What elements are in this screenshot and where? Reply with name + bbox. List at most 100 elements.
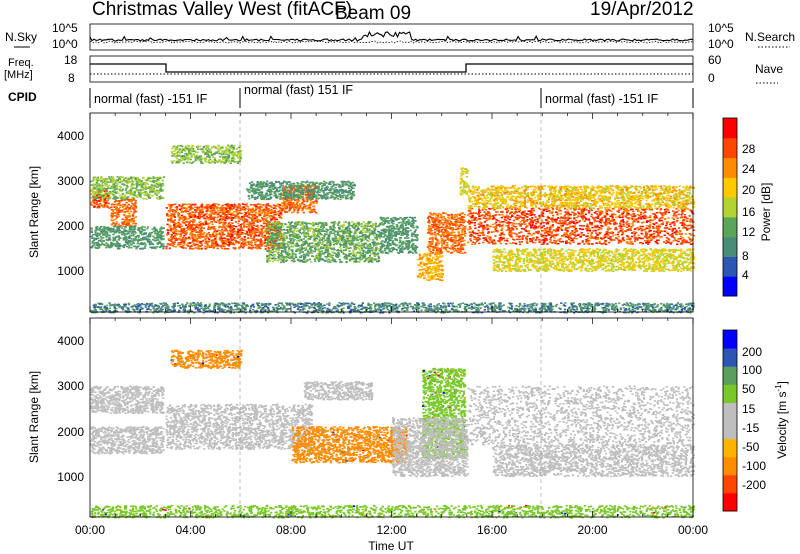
power-cell-3 [108,176,110,178]
power-cell-4 [177,244,179,246]
power-cell-8 [357,242,359,244]
power-cell-4 [222,245,224,247]
power-cell-8 [339,247,341,249]
power-cell-3 [119,182,121,184]
power-cell-4 [208,204,210,206]
power-cell-2 [128,229,130,231]
power-cell-4 [218,227,220,229]
power-cell-7 [282,188,284,190]
power-cell-7 [350,182,352,184]
power-cell-4 [208,206,210,208]
power-cell-2 [115,246,117,248]
power-cell-4 [167,218,169,220]
power-cell-4 [193,221,195,223]
power-cell-7 [282,182,284,184]
power-cell-4 [166,213,168,215]
power-cell-3 [149,187,151,189]
power-cell-4 [259,241,261,243]
power-cell-3 [140,194,142,196]
power-cell-4 [255,207,257,209]
power-cell-7 [293,183,295,185]
power-cell-4 [224,219,226,221]
power-cell-7 [329,191,331,193]
power-cell-4 [173,243,175,245]
power-cell-6 [187,159,189,161]
power-cell-8 [359,252,361,254]
power-cell-2 [148,239,150,241]
power-cell-4 [257,239,259,241]
power-cell-4 [190,248,192,250]
power-cell-5 [289,208,291,210]
power-cell-2 [96,235,98,237]
power-cell-7 [271,182,273,184]
power-cell-2 [119,238,121,240]
power-cell-4 [199,226,201,228]
power-cell-7 [303,190,305,192]
power-cell-1 [118,200,120,202]
power-cell-2 [96,247,98,249]
power-cell-6 [171,148,173,150]
power-cell-3 [154,180,156,182]
power-cell-4 [190,220,192,222]
power-cell-4 [182,247,184,249]
power-cell-4 [178,219,180,221]
power-cell-4 [250,238,252,240]
power-cell-6 [172,146,174,148]
power-cell-2 [92,234,94,236]
power-cell-4 [233,247,235,249]
power-cell-7 [345,192,347,194]
power-cell-4 [183,228,185,230]
power-cell-4 [208,214,210,216]
power-cell-4 [199,211,201,213]
power-cell-6 [187,148,189,150]
power-cell-3 [146,193,148,195]
power-cell-4 [249,247,251,249]
power-cell-4 [228,212,230,214]
power-cell-4 [174,204,176,206]
power-cell-0 [107,200,109,202]
power-cell-2 [149,236,151,238]
power-cell-1 [128,219,130,221]
power-cell-2 [113,244,115,246]
power-cell-7 [254,188,256,190]
power-cell-7 [321,198,323,200]
power-cell-5 [313,186,315,188]
power-cell-6 [181,146,183,148]
power-cell-4 [170,240,172,242]
power-cell-3 [138,189,140,191]
power-cell-4 [243,244,245,246]
power-cell-6 [186,157,188,159]
power-cell-7 [337,198,339,200]
power-cell-4 [259,221,261,223]
power-cell-2 [124,238,126,240]
power-cell-7 [341,181,343,183]
power-cell-2 [141,229,143,231]
power-cell-4 [227,248,229,250]
power-cell-7 [279,187,281,189]
power-cell-4 [214,238,216,240]
power-cell-3 [101,187,103,189]
power-cell-4 [232,242,234,244]
power-cell-1 [125,224,127,226]
power-cell-7 [327,186,329,188]
power-cell-4 [276,219,278,221]
power-cell-7 [326,192,328,194]
cpid-segment-1: normal (fast) -151 IF [94,92,208,106]
power-cell-4 [177,225,179,227]
power-cell-7 [352,182,354,184]
power-cell-6 [224,162,226,164]
nave-label: Nave [755,62,783,76]
power-cell-7 [280,197,282,199]
power-cell-2 [98,247,100,249]
power-cell-3 [108,193,110,195]
power-cell-3 [147,183,149,185]
power-cell-3 [117,183,119,185]
power-cell-4 [199,221,201,223]
power-cell-3 [98,194,100,196]
power-cell-4 [264,236,266,238]
power-panel: Slant Range [km] 1000 2000 3000 4000 [27,113,695,314]
power-cell-8 [345,249,347,251]
power-cell-3 [133,194,135,196]
noise-sky-line [90,32,693,41]
power-cell-4 [223,207,225,209]
